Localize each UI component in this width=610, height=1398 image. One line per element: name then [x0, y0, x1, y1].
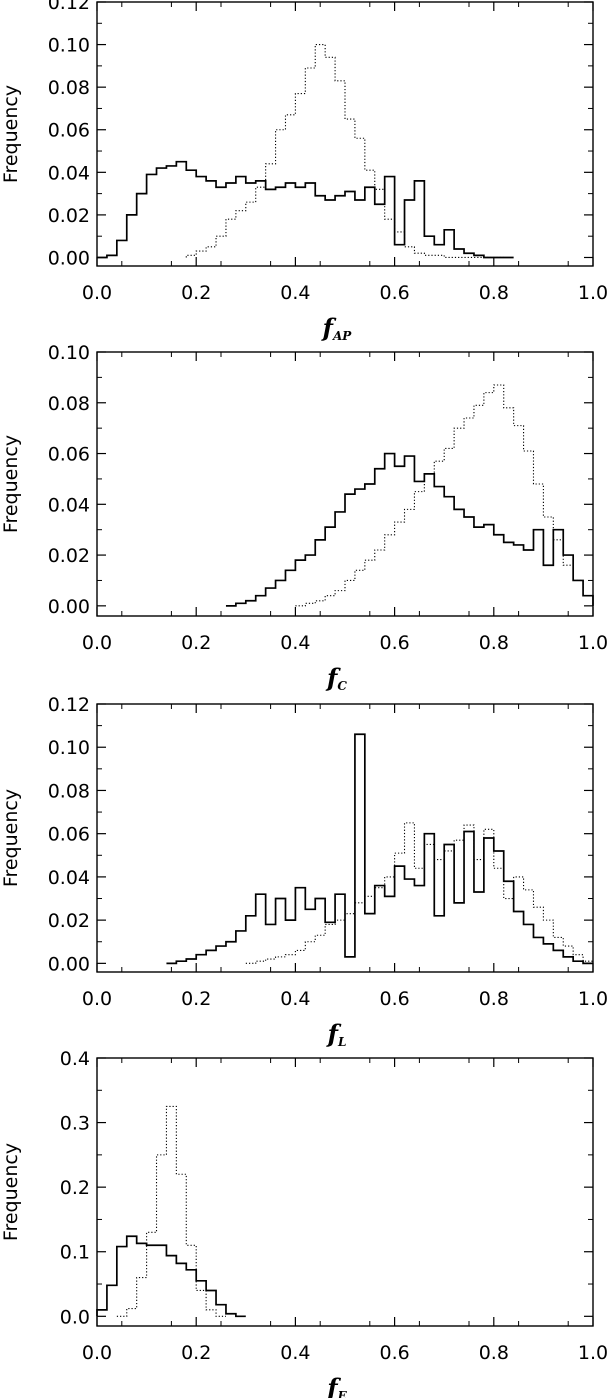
series-dotted-line	[116, 1105, 226, 1317]
y-tick-label: 0.0	[60, 1306, 90, 1328]
x-axis-label-main: f	[326, 1019, 342, 1048]
series-solid-line	[97, 160, 514, 259]
y-tick-label: 0.04	[48, 867, 90, 889]
x-axis-label: fL	[326, 1019, 347, 1049]
x-tick-label: 0.0	[82, 1342, 112, 1364]
y-tick-label: 0.00	[48, 953, 90, 975]
x-tick-label: 0.6	[379, 282, 409, 304]
x-tick-label: 0.6	[379, 1342, 409, 1364]
y-tick-label: 0.10	[48, 35, 90, 57]
plot-frame	[96, 351, 594, 617]
x-axis-label-subscript: AP	[332, 329, 352, 343]
x-axis-label-subscript: L	[337, 1035, 346, 1049]
histogram-panel-4: 0.0 0.2 0.4 0.6 0.8 1.0 0.0 0.1 0.2 0.3 0.4 Frequen…	[0, 1048, 608, 1398]
x-tick-label: 0.2	[181, 632, 211, 654]
x-axis-label-main: f	[325, 1373, 341, 1398]
x-tick-label: 0.4	[280, 632, 310, 654]
x-axis-label-subscript: E	[337, 1389, 348, 1398]
x-tick-label: 1.0	[578, 632, 608, 654]
y-tick-label: 0.3	[60, 1113, 90, 1135]
x-tick-label: 0.2	[181, 1342, 211, 1364]
y-tick-label: 0.1	[60, 1242, 90, 1264]
x-tick-label: 0.4	[280, 988, 310, 1010]
y-tick-label: 0.10	[48, 342, 90, 364]
y-tick-label: 0.00	[48, 247, 90, 269]
histogram-panel-2: 0.0 0.2 0.4 0.6 0.8 1.0 0.00 0.02 0.04 0.06 0.08 0.…	[0, 342, 608, 693]
x-tick-label: 0.0	[82, 988, 112, 1010]
x-tick-label: 0.6	[379, 632, 409, 654]
y-tick-label: 0.12	[48, 694, 90, 716]
x-tick-label: 0.8	[479, 988, 509, 1010]
x-tick-label: 0.0	[82, 282, 112, 304]
x-tick-label: 0.8	[479, 1342, 509, 1364]
y-tick-label: 0.08	[48, 393, 90, 415]
x-tick-label: 0.0	[82, 632, 112, 654]
y-tick-label: 0.06	[48, 824, 90, 846]
plot-frame	[96, 703, 594, 973]
x-axis-label: fE	[325, 1373, 347, 1398]
y-axis-label: Frequency	[0, 435, 22, 533]
x-tick-label: 0.6	[379, 988, 409, 1010]
y-tick-label: 0.02	[48, 205, 90, 227]
y-tick-label: 0.04	[48, 494, 90, 516]
y-tick-label: 0.06	[48, 444, 90, 466]
y-tick-label: 0.10	[48, 737, 90, 759]
x-tick-label: 1.0	[578, 1342, 608, 1364]
x-tick-label: 0.4	[280, 1342, 310, 1364]
x-tick-label: 0.2	[181, 988, 211, 1010]
series-solid-line	[96, 1235, 246, 1318]
y-tick-label: 0.12	[48, 0, 90, 14]
x-axis-label-main: f	[325, 663, 341, 692]
y-tick-label: 0.02	[48, 545, 90, 567]
x-tick-label: 0.2	[181, 282, 211, 304]
y-tick-label: 0.4	[60, 1048, 90, 1070]
y-tick-label: 0.00	[48, 596, 90, 618]
histogram-panel-3: 0.0 0.2 0.4 0.6 0.8 1.0 0.00 0.02 0.04 0.06 0.08 0.…	[0, 694, 608, 1049]
y-tick-label: 0.04	[48, 162, 90, 184]
x-tick-label: 0.8	[479, 632, 509, 654]
x-tick-label: 0.4	[280, 282, 310, 304]
series-dotted-line	[185, 44, 504, 259]
y-axis-label: Frequency	[0, 789, 22, 887]
y-tick-label: 0.08	[48, 77, 90, 99]
plot-frame	[96, 1057, 594, 1327]
x-axis-label-main: f	[321, 313, 337, 342]
x-tick-label: 1.0	[578, 282, 608, 304]
x-tick-label: 1.0	[578, 988, 608, 1010]
x-axis-label: fAP	[321, 313, 353, 343]
series-solid-line	[225, 452, 594, 607]
series-solid-line	[166, 733, 593, 965]
y-axis-label: Frequency	[0, 1143, 22, 1241]
y-tick-label: 0.02	[48, 910, 90, 932]
y-tick-label: 0.06	[48, 120, 90, 142]
y-tick-label: 0.08	[48, 780, 90, 802]
series-dotted-line	[245, 822, 594, 964]
histogram-panel-1: 0.0 0.2 0.4 0.6 0.8 1.0 0.00 0.02 0.04 0.06 0.08 0.…	[0, 0, 608, 343]
y-tick-label: 0.2	[60, 1177, 90, 1199]
y-axis-label: Frequency	[0, 85, 22, 183]
x-axis-label: fC	[325, 663, 347, 693]
x-axis-label-subscript: C	[337, 679, 347, 693]
plot-frame	[96, 1, 594, 267]
x-tick-label: 0.8	[479, 282, 509, 304]
